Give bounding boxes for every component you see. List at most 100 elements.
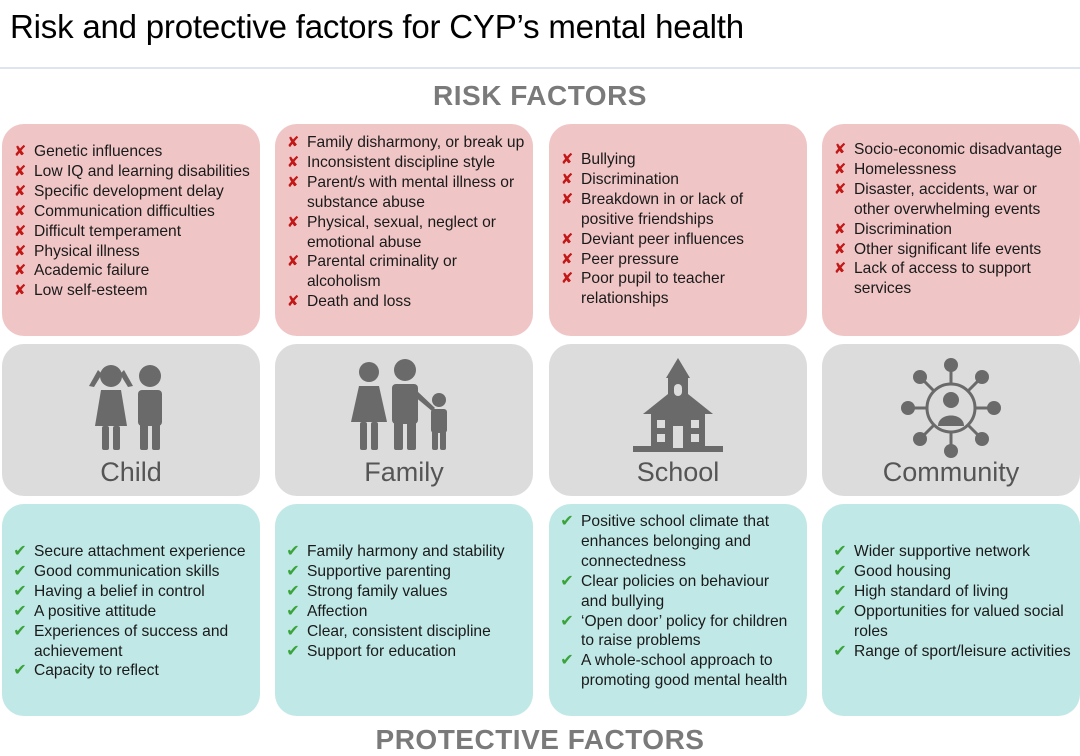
- protective-factor-item: ✔ High standard of living: [832, 582, 1072, 602]
- check-icon: ✔: [833, 582, 847, 600]
- check-icon: ✔: [833, 602, 847, 620]
- risk-factor-item: ✘ Lack of access to support services: [832, 259, 1072, 299]
- check-icon: ✔: [286, 543, 300, 560]
- check-icon: ✔: [833, 562, 847, 580]
- factor-text: Supportive parenting: [307, 562, 451, 580]
- protective-factor-item: ✔ Wider supportive network: [832, 542, 1072, 562]
- cross-icon: ✘: [13, 242, 27, 260]
- icon-card-family: Family: [275, 344, 533, 496]
- factor-text: Poor pupil to teacher relationships: [581, 270, 725, 308]
- cross-icon: ✘: [286, 293, 300, 311]
- risk-factor-item: ✘ Inconsistent discipline style: [285, 153, 525, 173]
- factor-text: Parent/s with mental illness or substanc…: [307, 173, 515, 211]
- factor-text: Other significant life events: [854, 240, 1042, 258]
- risk-list-family: ✘ Family disharmony, or break up ✘ Inconsis…: [285, 133, 525, 312]
- factor-text: Good housing: [854, 562, 952, 580]
- factor-text: ‘Open door’ policy for children to raise…: [581, 612, 788, 650]
- cross-icon: ✘: [833, 180, 847, 198]
- protective-factors-heading: PROTECTIVE FACTORS: [375, 724, 705, 755]
- protective-factor-item: ✔ Affection: [285, 602, 525, 622]
- family-icon: [351, 359, 447, 450]
- protective-factor-item: ✔ Opportunities for valued social roles: [832, 602, 1072, 642]
- cross-icon: ✘: [560, 270, 574, 288]
- icon-card-school: School: [549, 344, 807, 496]
- risk-factor-item: ✘ Homelessness: [832, 160, 1072, 180]
- protective-factor-item: ✔ Positive school climate that enhances b…: [559, 512, 799, 572]
- risk-factor-item: ✘ Low IQ and learning disabilities: [12, 162, 252, 182]
- risk-factor-item: ✘ Family disharmony, or break up: [285, 133, 525, 153]
- risk-factor-item: ✘ Deviant peer influences: [559, 230, 799, 250]
- risk-factor-item: ✘ Discrimination: [832, 220, 1072, 240]
- cross-icon: ✘: [13, 143, 27, 160]
- protective-factor-item: ✔ Capacity to reflect: [12, 661, 252, 681]
- factor-text: Communication difficulties: [34, 202, 215, 220]
- cross-icon: ✘: [833, 160, 847, 178]
- factor-text: Discrimination: [581, 170, 679, 188]
- risk-factor-item: ✘ Peer pressure: [559, 250, 799, 270]
- check-icon: ✔: [13, 662, 27, 680]
- factor-text: Socio-economic disadvantage: [854, 141, 1063, 158]
- factor-text: Breakdown in or lack of positive friends…: [581, 190, 744, 228]
- risk-list-school: ✘ Bullying ✘ Discrimination ✘ Breakdown in or…: [559, 150, 799, 309]
- check-icon: ✔: [833, 642, 847, 660]
- label-community: Community: [882, 457, 1020, 487]
- protective-list-community: ✔ Wider supportive network ✔ Good housing ✔ H…: [832, 542, 1072, 661]
- check-icon: ✔: [13, 602, 27, 620]
- cross-icon: ✘: [560, 250, 574, 268]
- cross-icon: ✘: [286, 173, 300, 191]
- cross-icon: ✘: [13, 282, 27, 300]
- cross-icon: ✘: [13, 202, 27, 220]
- factor-text: Strong family values: [307, 582, 448, 600]
- factor-text: Low self-esteem: [34, 282, 148, 300]
- check-icon: ✔: [13, 543, 27, 560]
- cross-icon: ✘: [560, 170, 574, 188]
- check-icon: ✔: [13, 582, 27, 600]
- factor-text: Support for education: [307, 642, 457, 660]
- check-icon: ✔: [13, 562, 27, 580]
- cross-icon: ✘: [833, 141, 847, 158]
- cross-icon: ✘: [833, 260, 847, 278]
- risk-card-family: ✘ Family disharmony, or break up ✘ Inconsis…: [275, 124, 533, 336]
- risk-factor-item: ✘ Physical illness: [12, 242, 252, 262]
- check-icon: ✔: [833, 543, 847, 560]
- factor-text: Inconsistent discipline style: [307, 153, 496, 171]
- icon-card-community: Community: [822, 344, 1080, 496]
- cross-icon: ✘: [13, 222, 27, 240]
- risk-factor-item: ✘ Difficult temperament: [12, 222, 252, 242]
- protective-factor-item: ✔ ‘Open door’ policy for children to rais…: [559, 612, 799, 652]
- cross-icon: ✘: [560, 230, 574, 248]
- cross-icon: ✘: [13, 262, 27, 280]
- protective-factor-item: ✔ Strong family values: [285, 582, 525, 602]
- cross-icon: ✘: [286, 153, 300, 171]
- cross-icon: ✘: [13, 182, 27, 200]
- check-icon: ✔: [286, 642, 300, 660]
- factor-text: Having a belief in control: [34, 582, 205, 600]
- protective-factor-item: ✔ A positive attitude: [12, 602, 252, 622]
- protective-factor-item: ✔ Clear, consistent discipline: [285, 622, 525, 642]
- risk-factor-item: ✘ Bullying: [559, 150, 799, 170]
- protective-factor-item: ✔ Support for education: [285, 642, 525, 662]
- factor-text: Physical, sexual, neglect or emotional a…: [307, 213, 496, 251]
- factor-text: Difficult temperament: [34, 222, 182, 240]
- factor-text: Affection: [307, 602, 368, 620]
- factor-text: A whole-school approach to promoting goo…: [581, 652, 788, 690]
- protective-factor-item: ✔ Family harmony and stability: [285, 542, 525, 562]
- cross-icon: ✘: [560, 151, 574, 168]
- risk-factor-item: ✘ Specific development delay: [12, 182, 252, 202]
- risk-factor-item: ✘ Breakdown in or lack of positive friend…: [559, 190, 799, 230]
- factor-text: Family disharmony, or break up: [307, 134, 525, 151]
- protective-factor-item: ✔ Clear policies on behaviour and bullyin…: [559, 572, 799, 612]
- cross-icon: ✘: [833, 240, 847, 258]
- protective-card-family: ✔ Family harmony and stability ✔ Supportive…: [275, 504, 533, 716]
- risk-list-child: ✘ Genetic influences ✘ Low IQ and learning …: [12, 142, 252, 301]
- factor-text: Bullying: [581, 151, 636, 168]
- factor-text: Family harmony and stability: [307, 543, 505, 560]
- risk-card-school: ✘ Bullying ✘ Discrimination ✘ Breakdown in or…: [549, 124, 807, 336]
- risk-factor-item: ✘ Socio-economic disadvantage: [832, 140, 1072, 160]
- factor-text: Homelessness: [854, 160, 957, 178]
- factor-text: Parental criminality or alcoholism: [307, 253, 457, 291]
- risk-factor-item: ✘ Discrimination: [559, 170, 799, 190]
- factor-text: Capacity to reflect: [34, 662, 159, 680]
- factor-text: Low IQ and learning disabilities: [34, 162, 250, 180]
- risk-factor-item: ✘ Poor pupil to teacher relationships: [559, 269, 799, 309]
